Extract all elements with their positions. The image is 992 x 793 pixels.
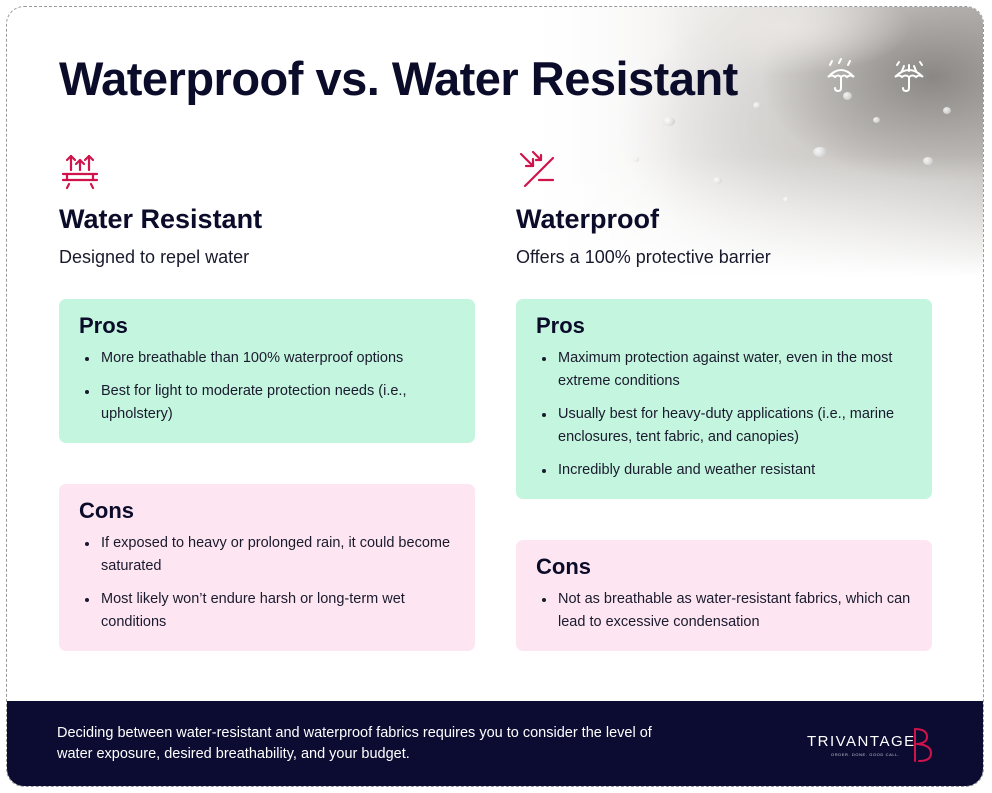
cons-list: If exposed to heavy or prolonged rain, i… xyxy=(79,532,455,634)
logo-wordmark: TRIVANTAGE xyxy=(807,733,916,750)
trivantage-logo[interactable]: TRIVANTAGE ORDER. DONE. GOOD CALL. xyxy=(807,725,937,765)
list-item: Usually best for heavy-duty applications… xyxy=(536,403,912,449)
list-item: Maximum protection against water, even i… xyxy=(536,347,912,393)
list-item: Best for light to moderate protection ne… xyxy=(79,380,455,426)
list-item: Not as breathable as water-resistant fab… xyxy=(536,588,912,634)
list-item: If exposed to heavy or prolonged rain, i… xyxy=(79,532,455,578)
waterproof-heading: Waterproof xyxy=(516,204,659,234)
logo-mark-icon xyxy=(914,728,933,762)
cons-title: Cons xyxy=(536,554,591,579)
pros-title: Pros xyxy=(536,313,585,338)
water-resistant-subtitle: Designed to repel water xyxy=(59,247,250,267)
cons-list: Not as breathable as water-resistant fab… xyxy=(536,588,912,634)
infographic-frame: Waterproof vs. Water Resistant xyxy=(6,6,984,787)
pros-list: Maximum protection against water, even i… xyxy=(536,347,912,482)
footer: Deciding between water-resistant and wat… xyxy=(7,701,983,786)
waterproof-cons-card: Cons Not as breathable as water-resistan… xyxy=(516,540,932,651)
water-resistant-pros-card: Pros More breathable than 100% waterproo… xyxy=(59,299,475,443)
list-item: Incredibly durable and weather resistant xyxy=(536,459,912,482)
waterproof-icon xyxy=(519,150,555,188)
umbrella-storm-icon xyxy=(894,61,924,93)
waterproof-pros-card: Pros Maximum protection against water, e… xyxy=(516,299,932,499)
list-item: Most likely won’t endure harsh or long-t… xyxy=(79,588,455,634)
umbrella-rain-icon xyxy=(827,58,855,93)
water-resistant-cons-card: Cons If exposed to heavy or prolonged ra… xyxy=(59,484,475,651)
waterproof-subtitle: Offers a 100% protective barrier xyxy=(516,247,771,267)
logo-tagline: ORDER. DONE. GOOD CALL. xyxy=(831,752,900,757)
page-title: Waterproof vs. Water Resistant xyxy=(59,52,738,105)
water-resistant-icon xyxy=(61,154,99,190)
footer-text: Deciding between water-resistant and wat… xyxy=(57,725,652,762)
cons-title: Cons xyxy=(79,498,134,523)
pros-title: Pros xyxy=(79,313,128,338)
water-resistant-heading: Water Resistant xyxy=(59,204,263,234)
pros-list: More breathable than 100% waterproof opt… xyxy=(79,347,455,426)
list-item: More breathable than 100% waterproof opt… xyxy=(79,347,455,370)
photo-fade-bottom xyxy=(513,7,983,277)
